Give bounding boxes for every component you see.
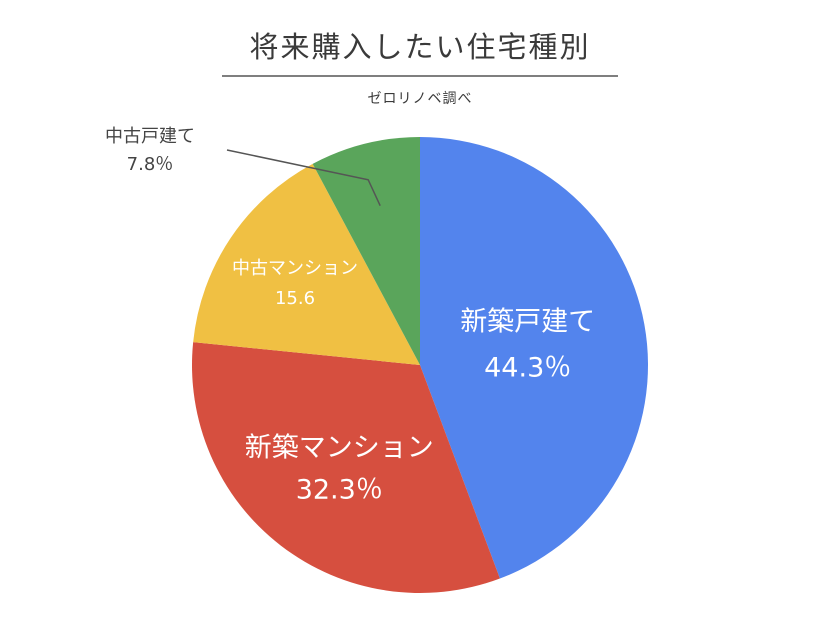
pie-slice-used-house <box>312 137 420 365</box>
slice-label-value-new-mansion: 32.3％ <box>296 475 383 506</box>
slice-label-name-new-mansion: 新築マンション <box>245 433 434 464</box>
slice-label-value-used-house: 7.8％ <box>127 154 174 175</box>
chart-subtitle: ゼロリノベ調べ <box>368 91 473 107</box>
pie-labels: 新築戸建て 44.3％ 新築マンション 32.3％ 中古マンション 15.6 中古戸建て 7.… <box>105 126 595 506</box>
slice-label-name-used-mansion: 中古マンション <box>232 258 358 279</box>
leader-line-used-house <box>226 149 381 207</box>
pie-slice-new-house <box>420 137 648 579</box>
slice-label-value-new-house: 44.3％ <box>484 353 571 384</box>
slice-label-value-used-mansion: 15.6 <box>275 288 315 309</box>
pie-slice-used-mansion <box>193 163 420 365</box>
pie-slices <box>192 137 648 593</box>
slice-label-name-used-house: 中古戸建て <box>105 126 195 147</box>
chart-title: 将来購入したい住宅種別 <box>249 30 590 64</box>
slice-label-name-new-house: 新築戸建て <box>460 307 595 338</box>
pie-slice-new-mansion <box>192 342 500 593</box>
